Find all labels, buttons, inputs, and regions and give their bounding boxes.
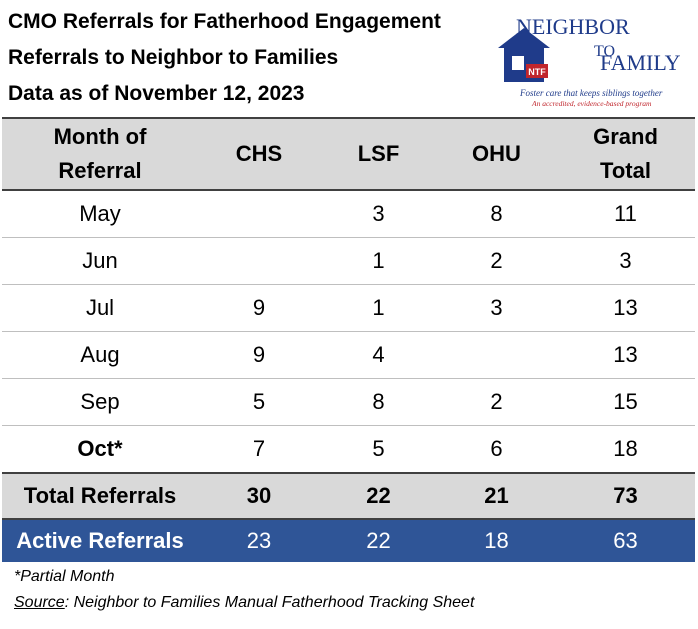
referral-table: Month of Referral CHS LSF OHU Grand Total May… [2,117,695,562]
cell: 3 [437,284,556,332]
row-label: May [2,190,198,238]
cell: 15 [556,378,695,426]
logo-word: NEIGHBOR [516,14,630,39]
cell: 1 [320,237,437,285]
cell: 8 [320,378,437,426]
cell: 4 [320,331,437,379]
logo-window [512,56,524,70]
row-label: Oct* [2,425,198,474]
active-row: Active Referrals 23 22 18 63 [2,519,695,562]
cell: 18 [437,519,556,562]
titles: CMO Referrals for Fatherhood Engagement … [8,4,441,112]
header-text: CHS [235,141,283,166]
cell [198,237,320,285]
cell: 73 [556,472,695,520]
logo: NTF NEIGHBOR TO FAMILY Foster care that … [498,14,681,108]
header-cell: OHU [437,117,556,191]
notes: *Partial Month Source: Neighbor to Famil… [14,564,474,616]
cell: 21 [437,472,556,520]
cell: 13 [556,331,695,379]
cell: 9 [198,331,320,379]
cell: 5 [198,378,320,426]
cell: 3 [556,237,695,285]
header-text: OHU [472,141,521,166]
cell: 7 [198,425,320,474]
cell [437,331,556,379]
row-label: Sep [2,378,198,426]
cell: 30 [198,472,320,520]
header-row: Month of Referral CHS LSF OHU Grand Total [2,117,695,191]
row-label: Total Referrals [2,472,198,520]
data-row: May 3 8 11 [2,190,695,238]
cell: 9 [198,284,320,332]
cell: 8 [437,190,556,238]
cell: 22 [320,472,437,520]
cell: 22 [320,519,437,562]
row-label: Active Referrals [2,519,198,562]
cell [198,190,320,238]
cell: 13 [556,284,695,332]
cell: 5 [320,425,437,474]
row-label: Jun [2,237,198,285]
logo-tagline: Foster care that keeps siblings together [519,88,663,98]
cell: 11 [556,190,695,238]
header-cell: LSF [320,117,437,191]
header-text: LSF [357,141,400,166]
source-text: : Neighbor to Families Manual Fatherhood… [64,594,475,611]
cell: 2 [437,237,556,285]
logo-subtagline: An accredited, evidence-based program [531,99,652,108]
cell: 3 [320,190,437,238]
header-text: Month of Referral [53,124,147,183]
logo-word: TO [594,43,615,60]
row-label: Aug [2,331,198,379]
data-row: Aug 9 4 13 [2,331,695,379]
source-note: Source: Neighbor to Families Manual Fath… [14,590,474,616]
title-line: Data as of November 12, 2023 [8,82,305,105]
cell: 2 [437,378,556,426]
logo-word: FAMILY [600,50,681,75]
header-cell: Month of Referral [2,117,198,191]
cell: 23 [198,519,320,562]
data-row: Jun 1 2 3 [2,237,695,285]
source-label: Source [14,594,65,611]
cell: 18 [556,425,695,474]
logo-badge: NTF [528,67,546,77]
title-line: CMO Referrals for Fatherhood Engagement [8,10,441,33]
cell: 63 [556,519,695,562]
footnote: *Partial Month [14,568,115,585]
title-line: Referrals to Neighbor to Families [8,46,339,69]
data-row: Sep 5 8 2 15 [2,378,695,426]
header-cell: Grand Total [556,117,695,191]
logo-badge-bg [526,64,548,78]
data-row: Jul 9 1 3 13 [2,284,695,332]
header-text: Grand Total [593,124,658,183]
row-label: Jul [2,284,198,332]
total-row: Total Referrals 30 22 21 73 [2,472,695,520]
data-row: Oct* 7 5 6 18 [2,425,695,474]
cell: 6 [437,425,556,474]
header-cell: CHS [198,117,320,191]
cell: 1 [320,284,437,332]
